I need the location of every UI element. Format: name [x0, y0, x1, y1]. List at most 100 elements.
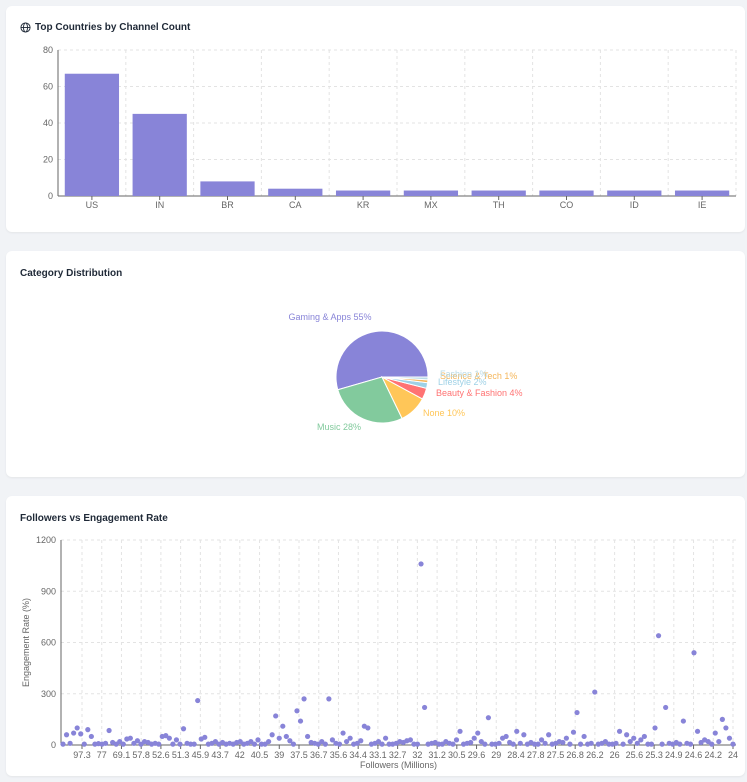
- bar-x-tick-label: KR: [357, 200, 370, 210]
- scatter-point: [719, 716, 725, 722]
- scatter-point: [305, 733, 311, 740]
- scatter-point: [567, 741, 573, 747]
- scatter-point: [521, 732, 527, 738]
- scatter-point: [468, 739, 474, 746]
- scatter-point: [74, 725, 80, 731]
- scatter-x-tick-label: 97.3: [73, 750, 91, 760]
- scatter-point: [365, 725, 371, 731]
- scatter-point: [663, 704, 669, 711]
- scatter-point: [588, 740, 594, 746]
- scatter-x-tick-label: 24.9: [665, 750, 683, 760]
- bar-co: [539, 190, 594, 196]
- scatter-point: [156, 741, 162, 747]
- bar-x-tick-label: BR: [221, 200, 234, 210]
- scatter-x-tick-label: 28.4: [507, 750, 525, 760]
- bar-y-tick-label: 0: [48, 191, 53, 201]
- bar-ie: [674, 190, 730, 196]
- pie-slice-0: [335, 330, 429, 391]
- scatter-point: [624, 732, 630, 738]
- scatter-point: [127, 735, 133, 741]
- followers-card: Followers vs Engagement Rate 0 300 600 900 1…: [6, 496, 745, 776]
- bar-th: [471, 190, 526, 196]
- scatter-point: [81, 741, 87, 747]
- bar-ca: [268, 188, 323, 196]
- scatter-point: [616, 728, 623, 734]
- scatter-x-tick-label: 30.5: [448, 750, 466, 760]
- scatter-x-tick-label: 36.7: [310, 750, 328, 760]
- scatter-point: [120, 741, 126, 747]
- pie-label-1: Music 28%: [317, 422, 361, 432]
- scatter-x-tick-label: 69.1: [113, 750, 131, 760]
- scatter-point: [102, 740, 109, 746]
- bar-kr: [335, 190, 391, 196]
- scatter-point: [301, 696, 307, 702]
- scatter-point: [280, 723, 286, 729]
- scatter-point: [276, 735, 282, 741]
- scatter-point: [514, 728, 520, 734]
- scatter-point: [485, 715, 491, 721]
- scatter-x-tick-label: 42: [235, 750, 245, 760]
- countries-card-header: Top Countries by Channel Count: [20, 22, 190, 33]
- scatter-point: [694, 728, 701, 734]
- scatter-point: [563, 735, 569, 741]
- scatter-point: [510, 741, 516, 747]
- scatter-point: [709, 741, 715, 747]
- scatter-x-tick-label: 40.5: [251, 750, 269, 760]
- followers-scatter-chart: 0 300 600 900 1200 97.3 77 69.1 57.8 52.6 51.3 45.9…: [21, 535, 738, 770]
- bar-x-tick-label: CO: [560, 200, 574, 210]
- scatter-x-tick-label: 37.5: [290, 750, 308, 760]
- category-pie-chart: Gaming & Apps 55% Music 28% None 10% Beauty…: [288, 312, 523, 432]
- scatter-point: [726, 735, 733, 741]
- bar-x-tick-label: ID: [630, 200, 640, 210]
- scatter-point: [294, 708, 300, 714]
- scatter-point: [570, 729, 577, 735]
- bar-y-tick-label: 60: [43, 82, 53, 92]
- scatter-point: [251, 741, 258, 747]
- scatter-point: [287, 738, 293, 744]
- scatter-x-axis-label: Followers (Millions): [360, 760, 437, 770]
- scatter-point: [407, 737, 414, 743]
- bar-x-tick-label: US: [86, 200, 99, 210]
- scatter-point: [88, 733, 94, 740]
- scatter-y-tick-label: 1200: [36, 535, 56, 545]
- scatter-point: [574, 709, 580, 716]
- scatter-x-tick-label: 27.8: [527, 750, 545, 760]
- scatter-point: [329, 737, 336, 743]
- scatter-point: [716, 738, 722, 745]
- bar-y-tick-label: 20: [43, 155, 53, 165]
- scatter-x-tick-label: 77: [97, 750, 107, 760]
- pie-label-6: Fashion 1%: [440, 369, 488, 379]
- pie-slice-1: [337, 376, 403, 424]
- scatter-point: [106, 727, 112, 734]
- followers-card-title: Followers vs Engagement Rate: [20, 513, 168, 524]
- scatter-point: [60, 741, 66, 747]
- scatter-point: [283, 733, 289, 740]
- scatter-point: [546, 732, 552, 738]
- scatter-x-tick-label: 39: [274, 750, 284, 760]
- bar-mx: [403, 190, 459, 196]
- scatter-point: [613, 740, 619, 746]
- scatter-x-tick-label: 26.8: [566, 750, 584, 760]
- category-card: Category Distribution Gaming & Apps 55% M…: [6, 251, 745, 477]
- pie-label-3: Beauty & Fashion 4%: [436, 388, 523, 398]
- scatter-x-tick-label: 43.7: [211, 750, 229, 760]
- scatter-point: [691, 650, 697, 656]
- scatter-point: [535, 741, 541, 747]
- scatter-point: [340, 730, 346, 736]
- scatter-point: [655, 633, 662, 639]
- scatter-point: [347, 735, 353, 741]
- scatter-point: [273, 713, 279, 719]
- scatter-point: [496, 740, 502, 746]
- scatter-y-tick-label: 300: [41, 689, 56, 699]
- scatter-x-tick-label: 31.2: [428, 750, 446, 760]
- scatter-point: [648, 741, 655, 747]
- scatter-x-tick-label: 33.1: [369, 750, 387, 760]
- scatter-point: [255, 737, 261, 743]
- scatter-y-axis-label: Engagement Rate (%): [21, 598, 31, 687]
- scatter-x-tick-label: 51.3: [172, 750, 190, 760]
- scatter-point: [134, 738, 141, 744]
- scatter-point: [177, 741, 183, 747]
- category-card-header: Category Distribution: [20, 268, 122, 279]
- scatter-point: [517, 740, 523, 746]
- bar-x-tick-label: IE: [698, 200, 707, 210]
